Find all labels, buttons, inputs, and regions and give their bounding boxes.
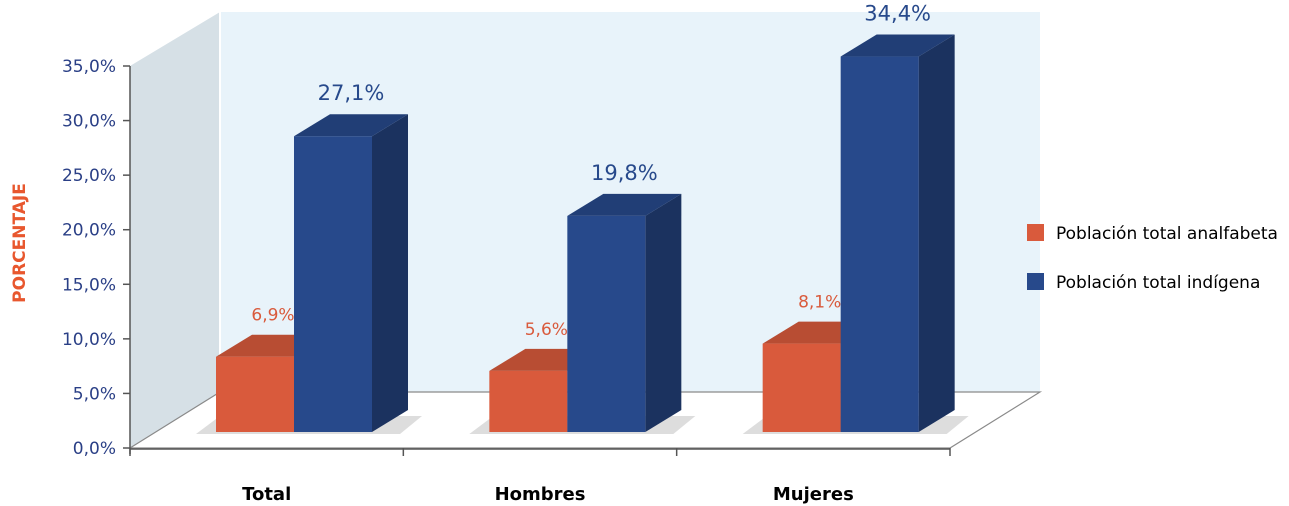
value-label: 6,9% [251,306,294,326]
y-tick-label: 15,0% [62,275,116,295]
y-tick-label: 25,0% [62,166,116,186]
y-tick-label: 5,0% [73,384,116,404]
y-axis-label: PORCENTAJE [10,183,30,303]
value-label: 5,6% [525,320,568,340]
legend-swatch [1027,273,1044,290]
y-tick-label: 20,0% [62,221,116,241]
x-axis: Total Hombres Mujeres [129,448,951,505]
bar-side [645,193,682,432]
bar-top [567,193,682,216]
legend: Población total analfabeta Población tota… [1027,224,1278,293]
bar-front [294,136,372,433]
y-tick-label: 35,0% [62,57,116,77]
category-label: Total [242,484,291,505]
category-label: Mujeres [773,484,854,505]
legend-swatch [1027,224,1044,241]
bar [294,114,408,433]
value-label: 8,1% [798,293,841,313]
y-tick-label: 30,0% [62,112,116,132]
bar [567,193,682,432]
bar-front [216,356,294,432]
y-tick-label: 10,0% [62,330,116,350]
bar-front [567,215,646,432]
value-labels: 6,9% 27,1% 5,6% 19,8% 8,1% 34,4% [251,2,931,340]
legend-label: Población total analfabeta [1056,224,1278,244]
legend-label: Población total indígena [1056,273,1260,293]
y-axis-ticks: 0,0% 5,0% 10,0% 15,0% 20,0% 25,0% 30,0% 35,0% [62,57,130,459]
bar-front [489,370,568,432]
side-wall [130,12,220,448]
bar-top [840,34,955,57]
bar-top [294,114,408,137]
bar-side [918,34,955,432]
y-tick-label: 0,0% [73,439,116,459]
value-label: 19,8% [591,161,658,185]
bar-side [372,114,408,433]
bar [840,34,955,432]
bar-front [762,343,841,432]
value-label: 34,4% [864,2,931,26]
bars [196,34,969,434]
bar-front [840,56,919,432]
category-label: Hombres [495,484,586,505]
value-label: 27,1% [318,81,385,105]
